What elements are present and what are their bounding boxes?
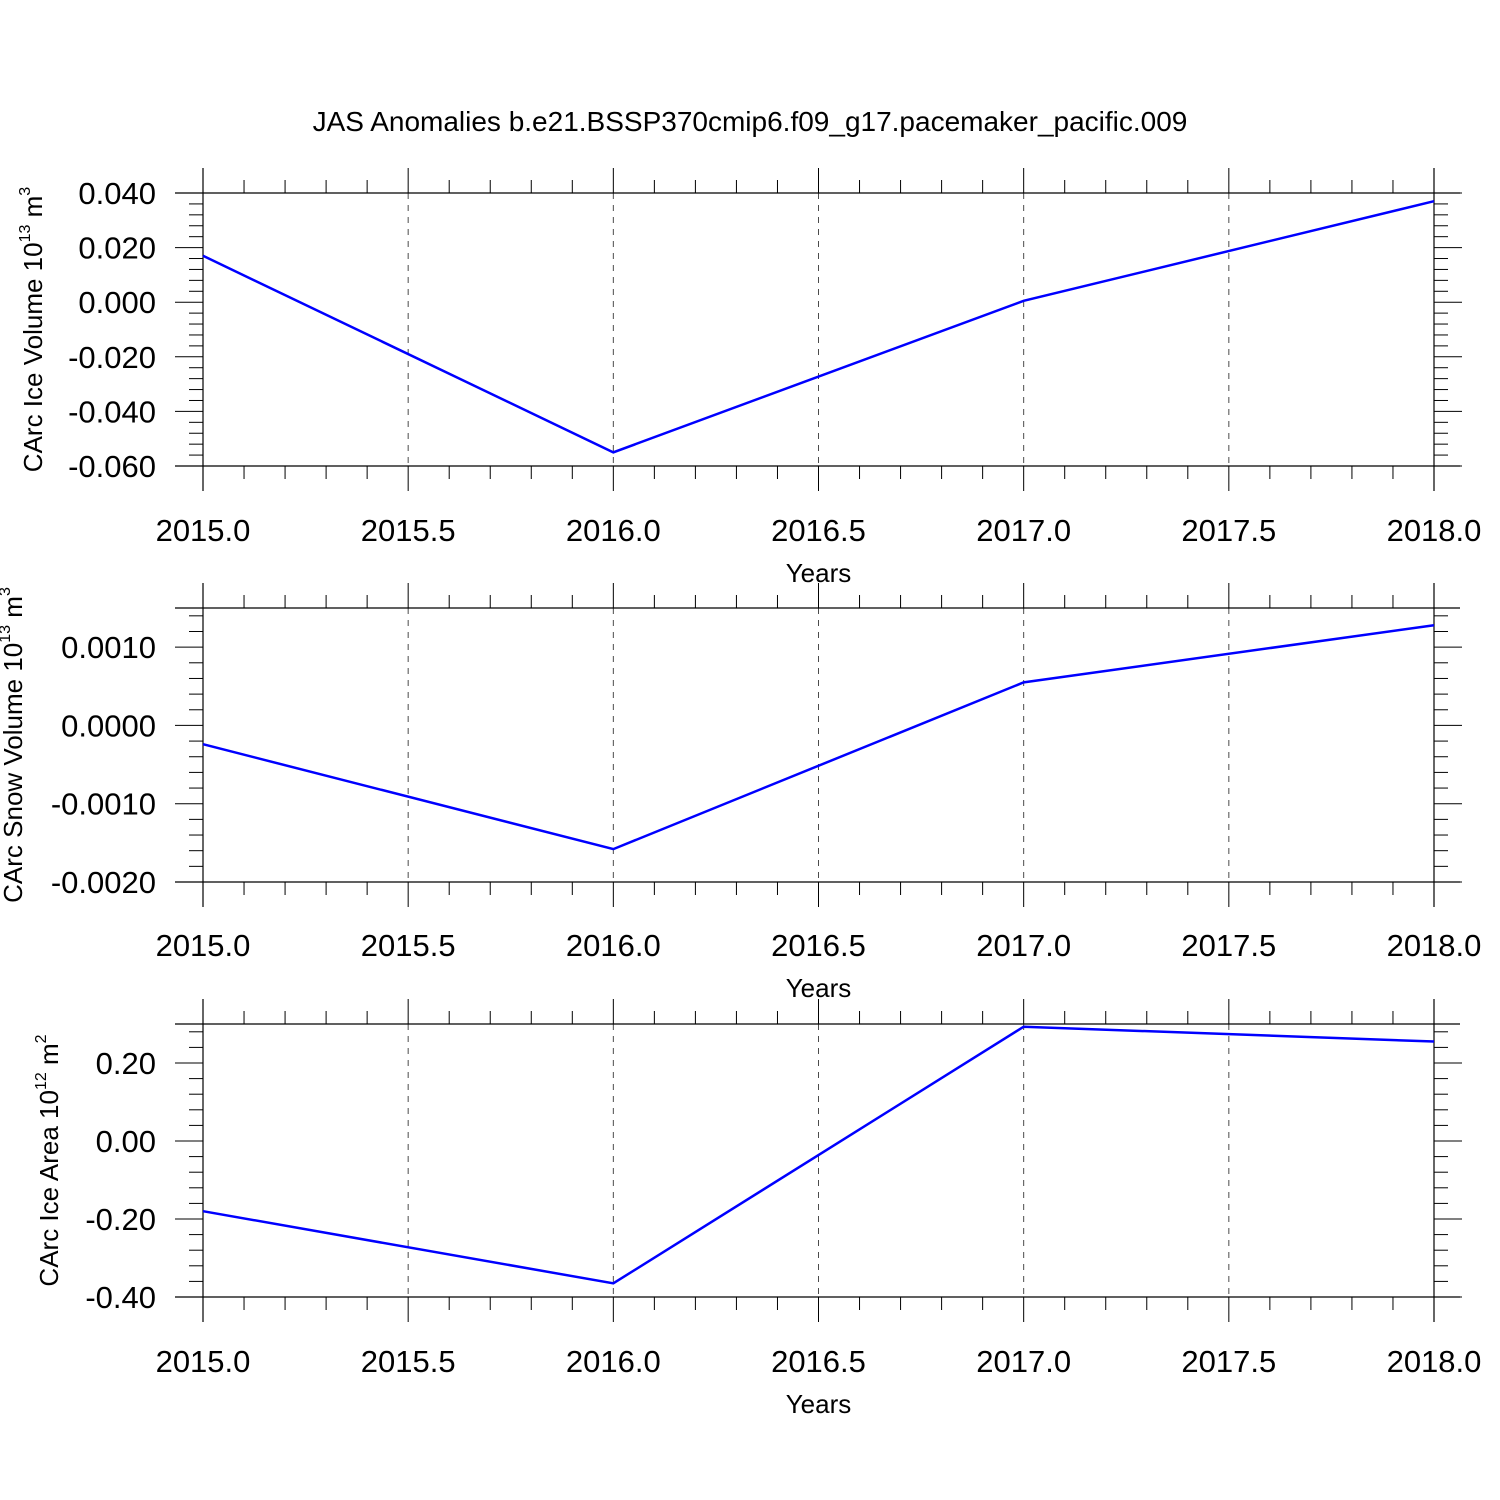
y-tick-label: -0.040 (68, 394, 156, 429)
x-tick-label: 2016.0 (566, 1344, 661, 1379)
x-axis-label: Years (786, 1389, 852, 1419)
x-tick-label: 2017.5 (1181, 928, 1276, 963)
x-tick-label: 2015.0 (156, 928, 251, 963)
y-axis-label: CArc Ice Area 1012 m2 (33, 1034, 64, 1286)
y-tick-label: -0.0010 (51, 787, 156, 822)
y-tick-label: 0.0010 (61, 630, 156, 665)
y-tick-label: -0.060 (68, 449, 156, 484)
y-tick-label: 0.00 (96, 1124, 156, 1159)
x-tick-label: 2017.0 (976, 513, 1071, 548)
x-tick-label: 2017.5 (1181, 513, 1276, 548)
y-tick-label: 0.0000 (61, 708, 156, 743)
x-tick-label: 2015.0 (156, 513, 251, 548)
x-tick-label: 2018.0 (1387, 928, 1482, 963)
x-tick-label: 2015.0 (156, 1344, 251, 1379)
y-tick-label: 0.040 (78, 176, 156, 211)
y-tick-label: -0.20 (85, 1202, 156, 1237)
x-axis-label: Years (786, 973, 852, 1003)
x-tick-label: 2015.5 (361, 1344, 456, 1379)
x-tick-label: 2015.5 (361, 513, 456, 548)
y-tick-label: -0.40 (85, 1280, 156, 1315)
x-tick-label: 2016.5 (771, 928, 866, 963)
y-tick-label: 0.020 (78, 231, 156, 266)
y-tick-label: 0.20 (96, 1046, 156, 1081)
x-tick-label: 2016.0 (566, 928, 661, 963)
chart-title: JAS Anomalies b.e21.BSSP370cmip6.f09_g17… (313, 106, 1188, 137)
series-line-1 (202, 199, 1435, 454)
y-tick-label: -0.020 (68, 340, 156, 375)
y-tick-label: 0.000 (78, 285, 156, 320)
x-tick-label: 2018.0 (1387, 1344, 1482, 1379)
x-tick-label: 2017.0 (976, 928, 1071, 963)
x-tick-label: 2015.5 (361, 928, 456, 963)
x-tick-label: 2016.5 (771, 1344, 866, 1379)
series-line-1 (202, 623, 1435, 851)
x-tick-label: 2016.5 (771, 513, 866, 548)
x-tick-label: 2018.0 (1387, 513, 1482, 548)
y-axis-label: CArc Snow Volume 1013 m3 (0, 587, 28, 903)
y-axis-label: CArc Ice Volume 1013 m3 (17, 187, 48, 472)
x-tick-label: 2017.5 (1181, 1344, 1276, 1379)
y-tick-label: -0.0020 (51, 865, 156, 900)
series-line-1 (202, 1025, 1435, 1285)
x-tick-label: 2016.0 (566, 513, 661, 548)
x-tick-label: 2017.0 (976, 1344, 1071, 1379)
